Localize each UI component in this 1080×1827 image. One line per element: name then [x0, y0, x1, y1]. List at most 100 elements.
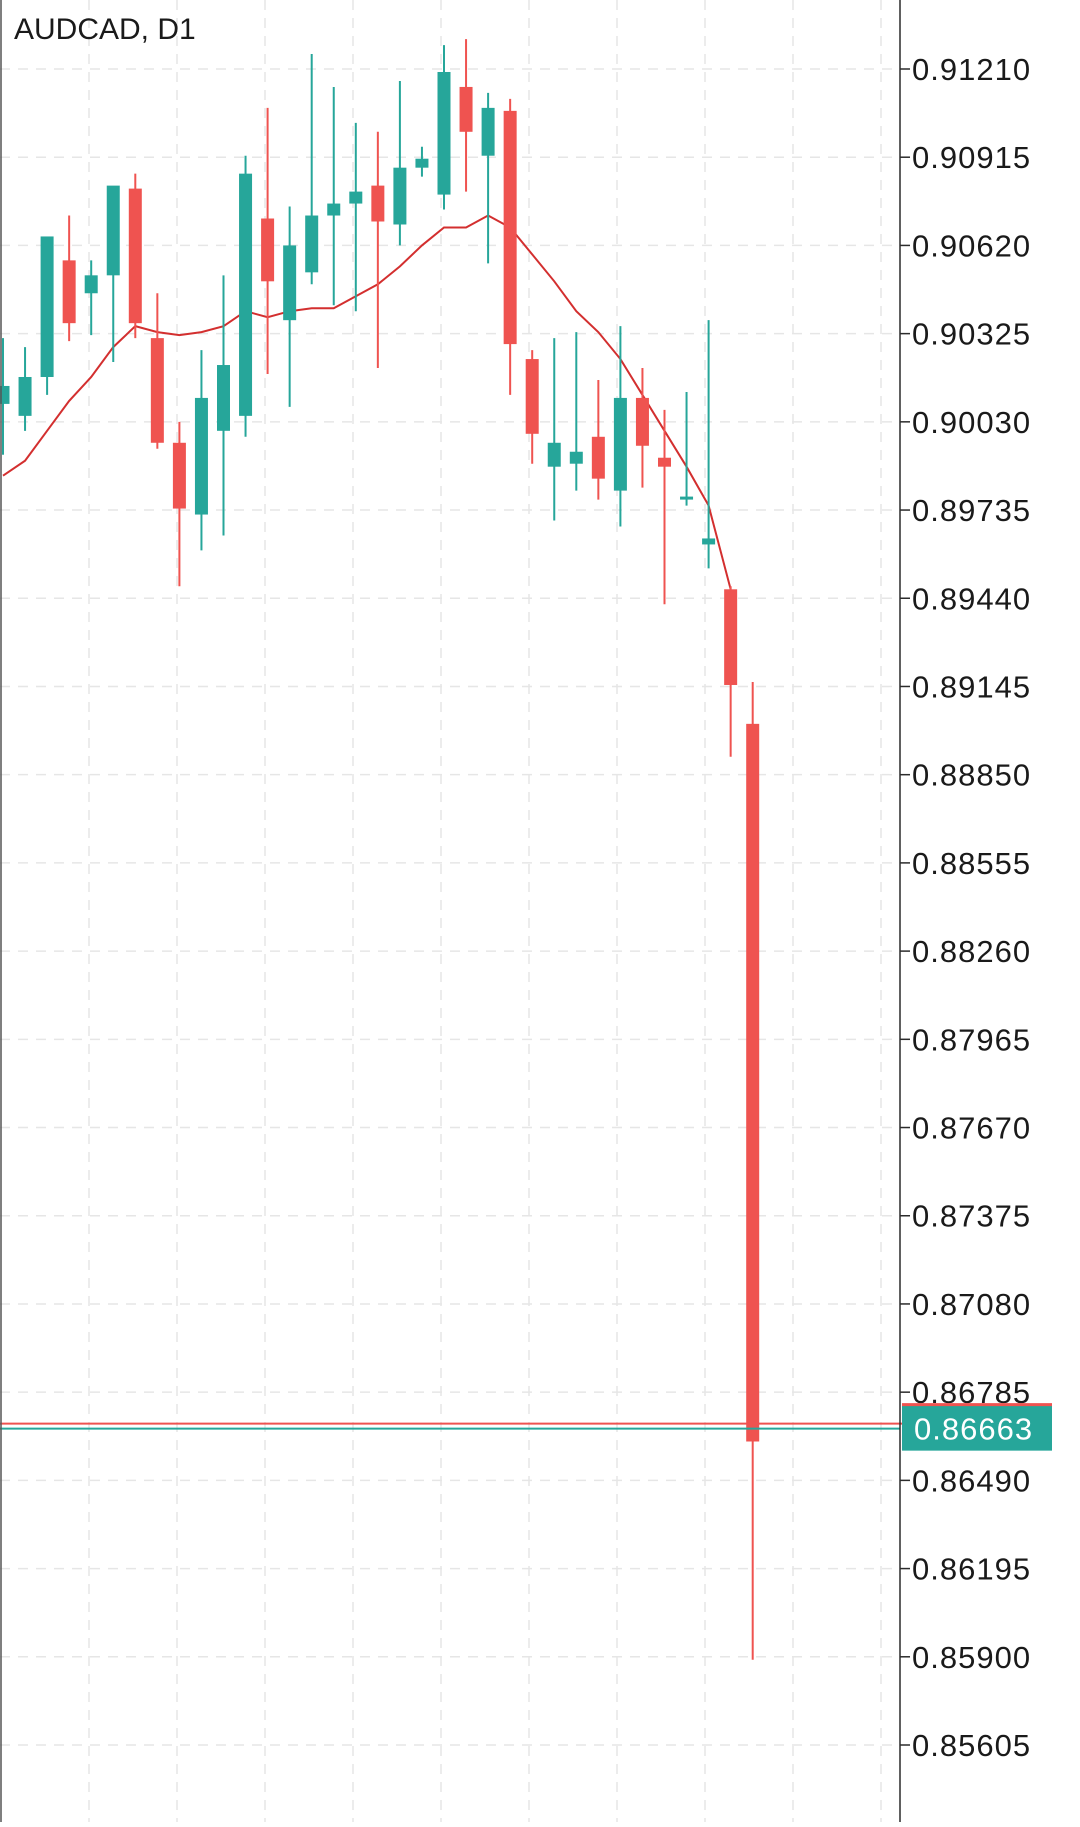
candle-body[interactable]	[393, 167, 407, 225]
current-price-label-group: 0.86663	[902, 1403, 1052, 1451]
candle[interactable]	[327, 86, 341, 306]
candle[interactable]	[724, 586, 738, 757]
candle[interactable]	[62, 215, 76, 342]
candle[interactable]	[283, 206, 297, 407]
axis-tick-label: 0.89440	[912, 581, 1031, 616]
candle-body[interactable]	[635, 397, 649, 446]
candle-body[interactable]	[371, 185, 385, 222]
candle[interactable]	[437, 45, 451, 210]
candle-body[interactable]	[18, 376, 32, 416]
candle[interactable]	[613, 326, 627, 527]
candle[interactable]	[525, 350, 539, 464]
candle[interactable]	[305, 54, 319, 285]
candle-body[interactable]	[261, 218, 275, 282]
grid-layer	[0, 0, 900, 1822]
axis-tick-label: 0.87670	[912, 1111, 1031, 1146]
candle-body[interactable]	[62, 260, 76, 324]
candle-body[interactable]	[547, 442, 561, 467]
candle-body[interactable]	[327, 203, 341, 216]
candle-body[interactable]	[0, 385, 10, 404]
candle-body[interactable]	[680, 496, 694, 500]
candle-body[interactable]	[150, 338, 164, 443]
candle[interactable]	[371, 131, 385, 369]
candle-body[interactable]	[613, 397, 627, 491]
axis-tick-label: 0.87080	[912, 1287, 1031, 1322]
current-price-label-bg	[902, 1404, 1052, 1451]
candle-body[interactable]	[437, 71, 451, 195]
candle-body[interactable]	[194, 397, 208, 515]
moving-average-layer	[2, 214, 732, 590]
chart-title: AUDCAD, D1	[14, 13, 196, 46]
candle-body[interactable]	[305, 215, 319, 273]
axis-tick-label: 0.88260	[912, 934, 1031, 969]
axis-tick-label: 0.90325	[912, 317, 1031, 352]
candle[interactable]	[261, 107, 275, 374]
candle-body[interactable]	[525, 359, 539, 434]
candle-body[interactable]	[172, 442, 186, 509]
candle-body[interactable]	[702, 538, 716, 545]
candle-body[interactable]	[481, 107, 495, 156]
candle[interactable]	[746, 681, 760, 1660]
candle-body[interactable]	[217, 365, 230, 431]
candle-body[interactable]	[658, 457, 671, 467]
axis-tick-label: 0.87965	[912, 1022, 1031, 1057]
candle[interactable]	[658, 409, 671, 605]
candle[interactable]	[194, 350, 208, 551]
candle[interactable]	[680, 391, 694, 506]
axis-tick-label: 0.89735	[912, 493, 1031, 528]
axis-tick-label: 0.88850	[912, 758, 1031, 793]
candle[interactable]	[702, 320, 716, 569]
candle[interactable]	[128, 173, 142, 339]
axis-tick-label: 0.86490	[912, 1463, 1031, 1498]
axis-tick-label: 0.90620	[912, 228, 1031, 263]
candle-body[interactable]	[349, 191, 363, 204]
candle[interactable]	[635, 368, 649, 488]
candle-body[interactable]	[239, 173, 253, 416]
candle[interactable]	[481, 92, 495, 264]
axis-tick-label: 0.87375	[912, 1199, 1031, 1234]
candle[interactable]	[569, 332, 583, 491]
candle[interactable]	[459, 39, 473, 192]
candle[interactable]	[172, 421, 186, 587]
candle-body[interactable]	[106, 185, 120, 276]
candle[interactable]	[547, 338, 561, 521]
axis-tick-label: 0.89145	[912, 669, 1031, 704]
candle-body[interactable]	[415, 158, 429, 168]
axis-tick-label: 0.85900	[912, 1640, 1031, 1675]
candle[interactable]	[503, 98, 517, 395]
candle[interactable]	[106, 185, 120, 363]
candle-body[interactable]	[746, 723, 760, 1442]
axis-tick-label: 0.86195	[912, 1552, 1031, 1587]
candle[interactable]	[239, 155, 253, 437]
candle-body[interactable]	[724, 589, 738, 685]
candle[interactable]	[40, 236, 54, 395]
moving-average-line	[2, 214, 732, 590]
current-price-label: 0.86663	[914, 1412, 1033, 1447]
current-price-line-layer	[0, 1422, 1052, 1430]
candle[interactable]	[591, 379, 605, 500]
axis-tick-label: 0.90030	[912, 405, 1031, 440]
candle-body[interactable]	[283, 245, 297, 321]
candle[interactable]	[393, 80, 407, 246]
candles-layer[interactable]	[0, 39, 760, 1660]
candle-body[interactable]	[128, 188, 142, 324]
axis-tick-label: 0.91210	[912, 52, 1031, 87]
candle-body[interactable]	[84, 275, 98, 294]
candle[interactable]	[150, 293, 164, 449]
candle[interactable]	[0, 338, 10, 455]
candle[interactable]	[18, 347, 32, 431]
candle-body[interactable]	[569, 451, 583, 464]
axis-tick-label: 0.88555	[912, 846, 1031, 881]
price-axis[interactable]: 0.91210 0.90915 0.90620 0.90325 0.90030 0.897…	[900, 52, 1031, 1763]
candle-body[interactable]	[591, 436, 605, 479]
candle-body[interactable]	[459, 86, 473, 132]
candle[interactable]	[349, 122, 363, 312]
candle-body[interactable]	[503, 110, 517, 345]
candle[interactable]	[84, 260, 98, 336]
candle[interactable]	[415, 146, 429, 177]
candle-body[interactable]	[40, 236, 54, 377]
candle[interactable]	[217, 275, 230, 536]
axis-tick-label: 0.90915	[912, 140, 1031, 175]
